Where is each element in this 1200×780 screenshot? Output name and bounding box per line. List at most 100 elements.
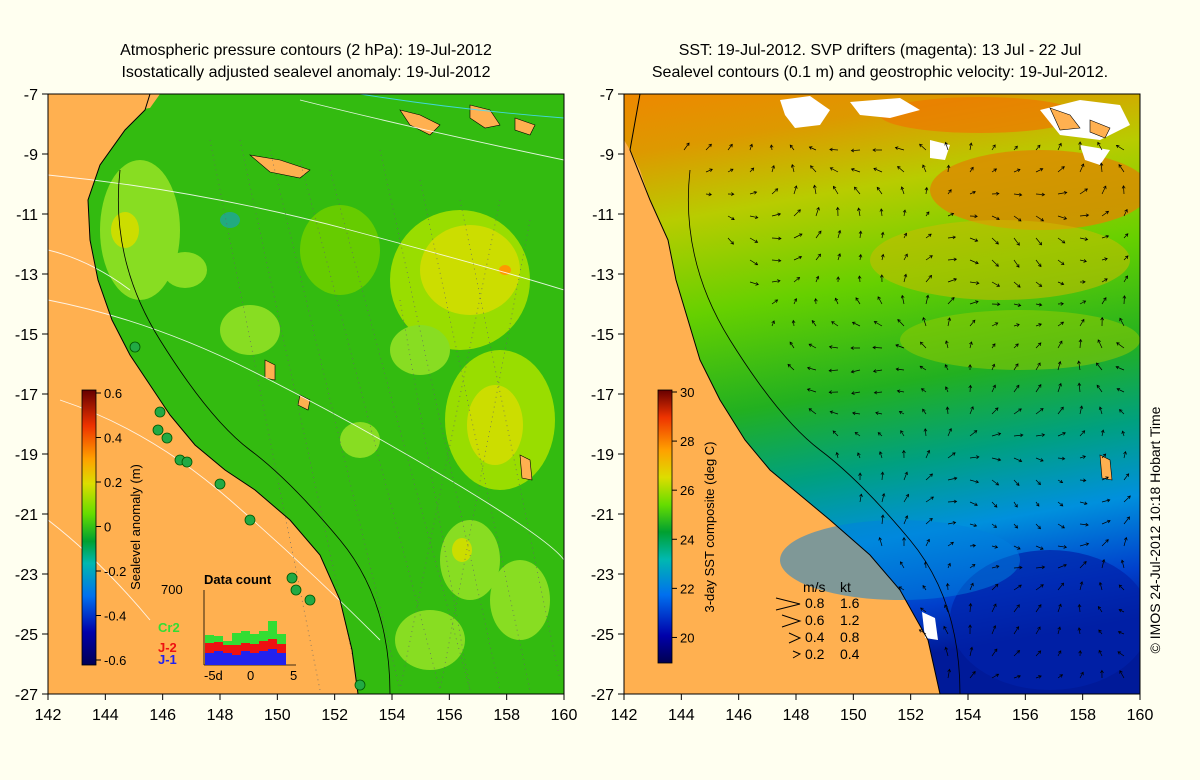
velocity-arrow xyxy=(815,275,820,283)
velocity-arrow xyxy=(1079,318,1085,327)
x-tick-label: 154 xyxy=(955,707,982,724)
velocity-arrow xyxy=(991,501,998,508)
velocity-arrow xyxy=(945,386,949,393)
velocity-arrow xyxy=(969,479,980,484)
velocity-arrow xyxy=(1013,323,1020,327)
velocity-arrow xyxy=(1057,626,1062,635)
velocity-arrow xyxy=(1013,343,1019,349)
velocity-arrow xyxy=(833,185,839,195)
x-tick-label: 160 xyxy=(551,707,578,724)
data-count-bar-segment xyxy=(259,651,268,665)
velocity-arrow xyxy=(947,452,956,459)
velocity-arrow xyxy=(1079,581,1084,591)
velocity-arrow xyxy=(969,319,976,327)
data-count-bar-segment xyxy=(223,641,232,645)
velocity-arrow xyxy=(896,389,905,394)
velocity-arrow xyxy=(991,343,996,349)
velocity-arrow xyxy=(991,363,996,371)
velocity-arrow xyxy=(683,142,690,151)
colorbar-tick-label: 0.4 xyxy=(104,431,122,446)
velocity-arrow xyxy=(991,457,1002,462)
velocity-arrow xyxy=(900,186,905,195)
x-tick-label: 150 xyxy=(840,707,867,724)
right-axes: 142 144 146 148 150 152 154 156 158 160 -7 -9 -11 -13… xyxy=(591,87,1154,724)
vel-legend-arrows xyxy=(775,597,802,659)
x-tick-label: 158 xyxy=(493,707,520,724)
velocity-arrow xyxy=(1057,166,1065,173)
data-count-xticks: -5d 0 5 xyxy=(204,668,297,683)
y-tick-label: -9 xyxy=(600,147,614,164)
velocity-arrow xyxy=(811,319,817,327)
velocity-arrow xyxy=(945,406,950,415)
velocity-arrow xyxy=(991,144,996,151)
velocity-arrow xyxy=(991,583,999,591)
velocity-arrow xyxy=(969,430,978,437)
velocity-arrow xyxy=(991,407,999,415)
velocity-arrow xyxy=(828,368,839,373)
velocity-arrow xyxy=(1057,237,1066,244)
colorbar-tick-label: 20 xyxy=(680,630,694,645)
velocity-arrow xyxy=(1079,430,1086,437)
velocity-arrow xyxy=(1123,208,1128,217)
y-tick-label: -21 xyxy=(591,507,614,524)
velocity-arrow xyxy=(922,408,927,415)
velocity-arrow xyxy=(1013,408,1022,415)
velocity-arrow xyxy=(1123,255,1129,261)
velocity-arrow xyxy=(1118,584,1125,591)
velocity-arrow xyxy=(1079,163,1085,173)
velocity-arrow xyxy=(880,471,885,481)
velocity-arrow xyxy=(1101,297,1107,305)
left-title-line1: Atmospheric pressure contours (2 hPa): 1… xyxy=(120,42,492,59)
velocity-arrow xyxy=(771,299,779,305)
legend-j1: J-1 xyxy=(158,652,177,667)
velocity-arrow xyxy=(991,168,998,173)
left-pressure-contours xyxy=(48,94,564,641)
velocity-arrow xyxy=(1013,457,1023,463)
velocity-arrow xyxy=(881,492,886,503)
velocity-arrow xyxy=(1057,456,1066,461)
velocity-arrow xyxy=(947,278,958,283)
velocity-arrow xyxy=(873,167,883,173)
data-count-bar-segment xyxy=(205,635,214,643)
data-count-bar-segment xyxy=(241,631,250,643)
data-count-bar-segment xyxy=(250,653,259,665)
y-tick-label: -21 xyxy=(15,507,38,524)
velocity-arrow xyxy=(1119,317,1125,327)
velocity-arrow xyxy=(808,343,817,349)
velocity-arrow xyxy=(1116,388,1125,393)
velocity-arrow xyxy=(853,186,861,195)
velocity-arrow xyxy=(1101,278,1108,283)
velocity-arrow xyxy=(1057,215,1068,220)
right-colorbar-ticks: 30 28 26 24 22 20 xyxy=(672,385,694,645)
velocity-arrow xyxy=(1101,539,1109,547)
velocity-arrow xyxy=(858,253,863,261)
velocity-arrow xyxy=(897,319,905,327)
left-tide-gauges xyxy=(129,341,366,691)
velocity-arrow xyxy=(850,346,860,350)
left-title-line2: Isostatically adjusted sealevel anomaly:… xyxy=(121,64,491,81)
velocity-arrow xyxy=(903,471,908,481)
velocity-arrow xyxy=(771,165,775,173)
velocity-arrow xyxy=(947,297,955,305)
velocity-arrow xyxy=(1119,670,1125,679)
velocity-arrow xyxy=(793,209,801,217)
velocity-arrow xyxy=(727,143,733,151)
data-count-bars xyxy=(205,621,286,665)
x-tick-label: 148 xyxy=(207,707,234,724)
velocity-arrow xyxy=(969,646,974,657)
velocity-arrow xyxy=(850,369,861,374)
vel-row0-ms: 0.8 xyxy=(805,595,825,611)
velocity-arrow xyxy=(947,541,954,547)
credit-text: © IMOS 24-Jul-2012 10:18 Hobart Time xyxy=(1147,406,1163,653)
velocity-arrow xyxy=(922,585,927,591)
velocity-arrow xyxy=(1057,259,1065,266)
velocity-arrow xyxy=(1095,362,1103,371)
velocity-arrow xyxy=(877,296,883,305)
velocity-arrow xyxy=(1035,362,1041,371)
data-count-bar-segment xyxy=(241,651,250,665)
velocity-arrow xyxy=(1097,339,1103,349)
colorbar-tick-label: 26 xyxy=(680,483,694,498)
velocity-arrow xyxy=(1013,565,1023,570)
velocity-arrow xyxy=(793,297,798,305)
